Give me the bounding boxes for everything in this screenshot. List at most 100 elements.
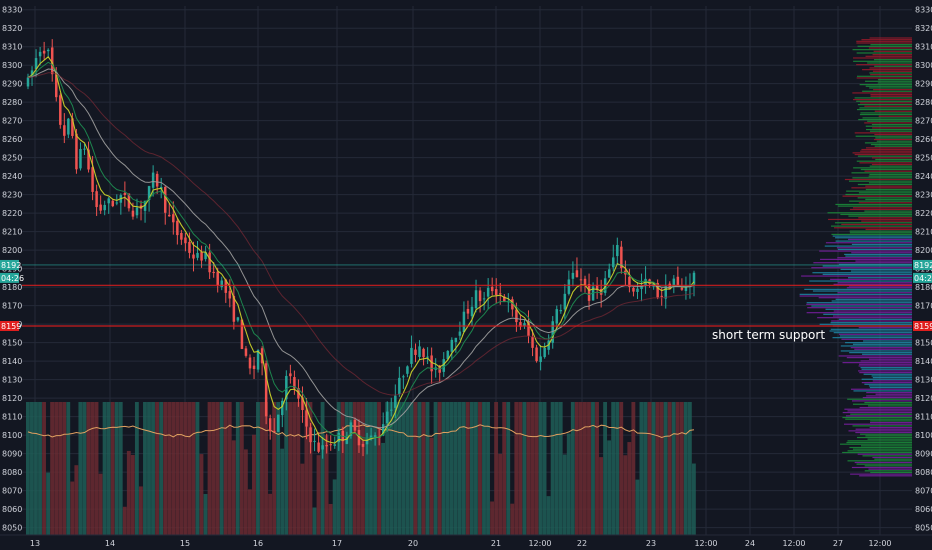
volume-profile-bar xyxy=(824,245,912,247)
volume-profile-bar xyxy=(867,438,912,440)
volume-profile-bar xyxy=(869,386,912,389)
volume-bar xyxy=(268,493,272,535)
volume-bar xyxy=(235,402,240,535)
volume-bar xyxy=(163,402,168,535)
volume-profile-bar xyxy=(851,172,912,174)
volume-profile-bar xyxy=(806,312,912,314)
candle-body xyxy=(293,377,296,389)
volume-profile-bar xyxy=(872,54,912,56)
volume-bar xyxy=(627,442,632,535)
candle-body xyxy=(575,270,579,278)
volume-bar xyxy=(340,402,345,535)
y-tick-right: 8320 xyxy=(915,24,932,33)
volume-profile-bar xyxy=(835,240,912,242)
candle-body xyxy=(458,331,462,336)
volume-profile-bar xyxy=(847,398,912,400)
time-axis: 13 14 15 16 17 20 21 12:00 22 23 12:00 24 12:00 27 12:… xyxy=(0,534,932,548)
volume-profile-bar xyxy=(855,428,912,430)
volume-profile-bar xyxy=(876,140,912,142)
volume-bar xyxy=(50,402,55,535)
volume-profile-bar xyxy=(860,445,912,447)
candle-body xyxy=(494,289,498,296)
volume-profile-bar xyxy=(858,365,912,367)
candle-body xyxy=(486,287,490,297)
volume-profile-bar xyxy=(872,380,912,382)
volume-profile-bar xyxy=(844,253,912,256)
candle-body xyxy=(381,424,385,436)
x-tick-label: 23 xyxy=(646,539,656,548)
volume-bar xyxy=(429,437,434,535)
y-tick-left: 8320 xyxy=(2,24,22,33)
volume-profile-bar xyxy=(854,461,912,464)
volume-bar xyxy=(550,402,555,535)
volume-profile-bar xyxy=(860,168,912,171)
y-tick-right: 8120 xyxy=(915,394,932,403)
volume-profile-bar xyxy=(858,327,912,329)
volume-bar xyxy=(356,402,361,535)
volume-profile-bar xyxy=(820,258,912,261)
volume-bar xyxy=(647,402,652,535)
y-tick-left: 8330 xyxy=(2,6,22,15)
volume-profile-bar xyxy=(842,362,912,364)
candle-body xyxy=(357,429,361,446)
candle-body xyxy=(30,70,34,77)
volume-bar xyxy=(393,402,398,535)
candle-body xyxy=(373,435,377,439)
volume-profile-bar xyxy=(860,367,912,369)
volume-bar xyxy=(260,402,264,535)
volume-profile-bar xyxy=(864,105,912,107)
volume-bar xyxy=(369,402,373,535)
volume-profile-bar xyxy=(847,410,912,412)
volume-profile-bar xyxy=(865,85,912,87)
candle-body xyxy=(135,207,139,216)
volume-bar xyxy=(102,402,107,535)
volume-profile-bar xyxy=(857,75,912,77)
volume-profile-bar xyxy=(859,84,912,86)
y-tick-right: 8180 xyxy=(915,283,932,292)
volume-bar xyxy=(98,473,103,535)
x-tick-label: 24 xyxy=(745,539,755,548)
candle-body xyxy=(224,279,228,293)
volume-profile-bar xyxy=(860,112,912,114)
volume-profile-bar xyxy=(848,277,912,279)
candle-body xyxy=(297,388,300,399)
volume-profile-bar xyxy=(849,230,912,232)
volume-profile-bar xyxy=(848,285,912,287)
volume-profile-bar xyxy=(817,317,912,319)
volume-profile-bar xyxy=(838,355,912,357)
volume-bar xyxy=(546,496,551,535)
volume-bar xyxy=(433,402,438,535)
volume-profile-bar xyxy=(874,133,912,136)
volume-profile-bar xyxy=(851,400,912,402)
volume-bar xyxy=(490,501,494,535)
volume-bar xyxy=(312,507,317,535)
candle-body xyxy=(620,246,623,269)
y-tick-right: 8290 xyxy=(915,80,932,89)
volume-profile-bar xyxy=(857,45,912,47)
volume-bar xyxy=(510,503,515,535)
candle-body xyxy=(385,411,389,424)
volume-profile-bar xyxy=(843,423,912,425)
volume-profile-bar xyxy=(842,416,912,419)
volume-profile-bar xyxy=(853,98,912,101)
volume-profile-bar xyxy=(849,232,912,234)
volume-bar xyxy=(461,402,466,535)
volume-profile-bar xyxy=(865,55,912,57)
volume-profile-bar xyxy=(853,57,912,59)
volume-profile-bar xyxy=(856,52,912,54)
volume-profile-bar xyxy=(856,108,912,111)
volume-profile-bar xyxy=(849,446,912,449)
candle-body xyxy=(390,409,393,411)
volume-profile-bar xyxy=(830,278,912,280)
volume-profile-bar xyxy=(859,162,912,164)
candle-body xyxy=(551,321,554,343)
volume-profile-bar xyxy=(849,208,912,211)
candle-body xyxy=(268,418,272,432)
volume-profile-bar xyxy=(856,463,912,465)
volume-profile-bar xyxy=(807,307,912,309)
annotation-short-term-support: short term support xyxy=(712,328,825,342)
volume-profile-bar xyxy=(851,243,912,246)
y-tick-right: 8250 xyxy=(915,154,932,163)
volume-profile-bar xyxy=(852,92,912,94)
candle-body xyxy=(26,77,30,87)
